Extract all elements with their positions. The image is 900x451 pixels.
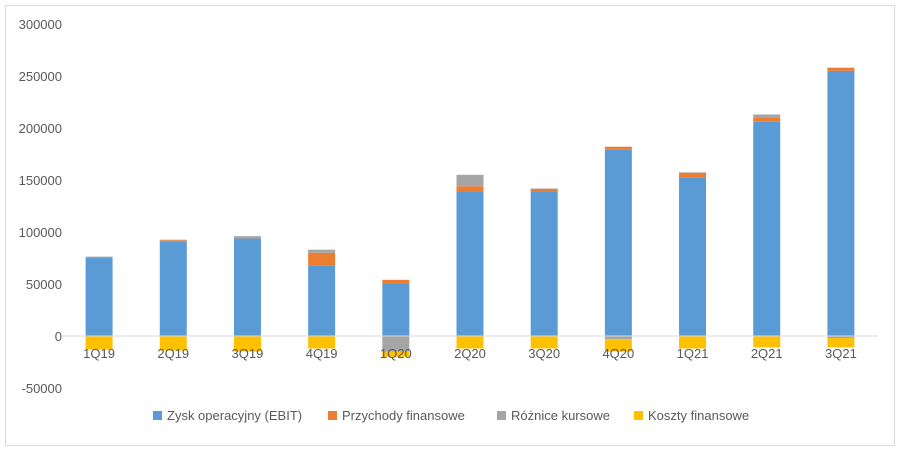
legend-label: Koszty finansowe [648,408,749,423]
bar-segment [604,146,632,150]
bar-segment [456,336,484,349]
bar-segment [382,279,410,284]
bar-segment [530,188,558,190]
x-tick-label: 3Q21 [825,346,857,361]
legend-label: Zysk operacyjny (EBIT) [167,408,302,423]
y-axis: -50000 0 50000 100000 150000 200000 250000 3000… [19,17,62,396]
bar-segment [233,336,261,352]
x-tick-label: 3Q20 [528,346,560,361]
legend-swatch [328,411,337,420]
x-tick-label: 1Q20 [380,346,412,361]
bar-segment [753,117,781,122]
bar-segment [827,67,855,71]
bar-segment [85,336,113,350]
bar-segment [604,336,632,340]
legend: Zysk operacyjny (EBIT) Przychody finansow… [153,408,749,423]
bar-segment [604,339,632,352]
x-axis: 1Q19 2Q19 3Q19 4Q19 1Q20 2Q20 3Q20 4Q20 1Q21 2Q21… [83,346,857,361]
bar-segment [679,336,707,349]
bar-segment [382,284,410,336]
bar-segment [159,239,187,241]
y-tick-label: 50000 [26,277,62,292]
legend-swatch [497,411,506,420]
y-tick-label: 150000 [19,173,62,188]
bar-segment [308,252,336,266]
x-tick-label: 2Q21 [751,346,783,361]
bar-segment [604,149,632,336]
legend-label: Przychody finansowe [342,408,465,423]
bar-segment [85,257,113,336]
bar-segment [85,256,113,258]
y-tick-label: 300000 [19,17,62,32]
bar-segment [308,336,336,349]
y-tick-label: 100000 [19,225,62,240]
bar-segment [530,191,558,336]
bar-segment [456,174,484,187]
bar-segment [456,191,484,336]
x-tick-label: 2Q20 [454,346,486,361]
bar-segment [233,237,261,239]
bar-segment [530,188,558,192]
bar-segment [382,351,410,357]
bar-segment [679,172,707,173]
y-tick-label: 0 [55,329,62,344]
bar-segment [827,338,855,348]
x-tick-label: 1Q19 [83,346,115,361]
bar-segment [679,177,707,336]
bar-segment [530,336,558,349]
legend-swatch [153,411,162,420]
bar-segment [159,241,187,336]
bar-segment [159,240,187,242]
bar-segment [233,236,261,238]
bar-segment [159,336,187,351]
bar-segment [753,336,781,348]
bar-segment [382,336,410,352]
bars-layer [85,67,855,357]
bar-segment [753,121,781,336]
y-tick-label: -50000 [22,381,62,396]
bar-segment [753,114,781,118]
bar-segment [827,336,855,339]
y-tick-label: 250000 [19,69,62,84]
bar-segment [456,186,484,192]
bar-segment [827,70,855,337]
x-tick-label: 4Q20 [602,346,634,361]
legend-label: Różnice kursowe [511,408,610,423]
legend-swatch [634,411,643,420]
y-tick-label: 200000 [19,121,62,136]
x-tick-label: 3Q19 [232,346,264,361]
chart-frame [5,5,895,446]
x-tick-label: 2Q19 [157,346,189,361]
bar-segment [308,265,336,336]
x-tick-label: 1Q21 [677,346,709,361]
bar-segment [233,238,261,336]
bar-segment [308,249,336,253]
x-tick-label: 4Q19 [306,346,338,361]
bar-segment [85,257,113,258]
bar-segment [679,172,707,178]
